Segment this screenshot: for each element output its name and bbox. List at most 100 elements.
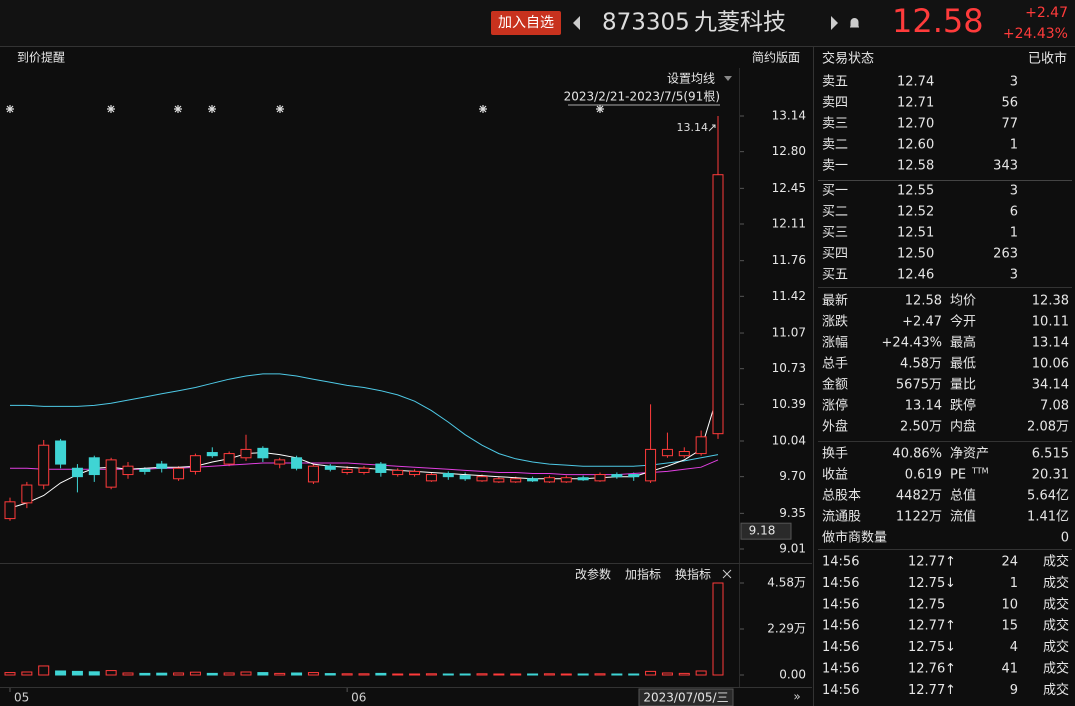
- volume-bar: [105, 670, 117, 676]
- book-price: 12.46: [897, 268, 934, 283]
- alert-bell[interactable]: [850, 18, 859, 28]
- book-label: 卖三: [822, 117, 848, 132]
- trade-arrow: ↑: [945, 683, 956, 698]
- stat-value: +24.43%: [882, 336, 942, 351]
- price-change-pct: +24.43%: [1003, 26, 1068, 42]
- trade-volume: 4: [1010, 640, 1018, 655]
- stat-label: 今开: [950, 314, 976, 330]
- close-indicator[interactable]: [722, 569, 732, 579]
- stat-label: 外盘: [822, 419, 848, 435]
- trade-volume: 41: [1001, 662, 1018, 677]
- stat-label: 金额: [822, 377, 848, 393]
- candle-body: [543, 477, 555, 483]
- cursor-price: 9.18: [749, 524, 776, 538]
- candle-body: [105, 459, 117, 488]
- stat-value: 2.50万: [900, 420, 942, 435]
- book-price: 12.58: [897, 159, 934, 174]
- book-volume: 3: [1010, 184, 1018, 199]
- scroll-end[interactable]: »: [793, 690, 800, 704]
- watch-button-label[interactable]: 加入自选: [498, 15, 554, 31]
- fund-value: 0: [1061, 531, 1069, 546]
- book-volume: 3: [1010, 268, 1018, 283]
- volume-bars: [4, 582, 724, 676]
- last-price: 12.58: [892, 2, 984, 40]
- trade-volume: 24: [1001, 555, 1018, 570]
- y-tick-label: 11.07: [772, 326, 806, 340]
- stat-label: 最高: [950, 335, 976, 351]
- volume-bar: [173, 672, 185, 676]
- stat-value: 2.08万: [1027, 420, 1069, 435]
- fund-value: 0.619: [905, 468, 942, 483]
- trade-price: 12.75: [908, 576, 945, 591]
- panel-separators: [818, 180, 1072, 550]
- prev-stock[interactable]: [573, 16, 580, 30]
- vol-tick-label: 0.00: [779, 668, 806, 682]
- volume-bar: [88, 671, 100, 676]
- book-price: 12.50: [897, 247, 934, 262]
- book-label: 卖四: [822, 96, 848, 111]
- candle-body: [712, 174, 724, 435]
- ma-dropdown[interactable]: [724, 76, 732, 81]
- y-tick-label: 10.04: [772, 434, 806, 448]
- y-tick-label: 12.80: [772, 144, 806, 158]
- fund-label: 换手: [822, 447, 848, 462]
- stat-value: 10.11: [1032, 315, 1069, 330]
- stat-value: 5675万: [896, 378, 942, 393]
- y-tick-label: 10.73: [772, 361, 806, 375]
- candle-body: [476, 476, 488, 482]
- stat-value: 12.58: [905, 294, 942, 309]
- fund-value: 4482万: [896, 489, 942, 504]
- trade-arrow: ↓: [945, 640, 956, 655]
- y-tick-label: 11.42: [772, 289, 806, 303]
- volume-bar: [122, 672, 134, 676]
- y-tick-label: 9.01: [779, 542, 806, 556]
- range-label[interactable]: 2023/2/21-2023/7/5(91根): [564, 90, 720, 104]
- volume-bar: [476, 673, 488, 676]
- trade-price: 12.77: [908, 619, 945, 634]
- indicator-button[interactable]: 换指标: [675, 567, 711, 582]
- trade-arrow: ↑: [945, 555, 956, 570]
- watch-button[interactable]: [491, 11, 561, 35]
- layout-toggle[interactable]: 简约版面: [752, 50, 800, 65]
- stat-label: 最新: [822, 293, 848, 309]
- volume-bar: [55, 670, 67, 676]
- x-tick-label: 06: [351, 691, 366, 705]
- fund-value: 6.515: [1032, 447, 1069, 462]
- candle-body: [324, 465, 336, 470]
- stat-label: 总手: [822, 357, 848, 372]
- price-change: +2.47: [1025, 5, 1068, 21]
- candle-body: [274, 459, 286, 465]
- volume-bar: [493, 673, 505, 676]
- volume-bar: [291, 672, 303, 676]
- fund-value: 1122万: [896, 510, 942, 525]
- trade-price: 12.75: [908, 597, 945, 612]
- volume-bar: [661, 672, 673, 676]
- indicator-button[interactable]: 加指标: [625, 567, 661, 582]
- candle-body: [493, 478, 505, 483]
- trade-time: 14:56: [822, 619, 859, 634]
- y-tick-label: 13.14: [772, 109, 806, 123]
- price-alert[interactable]: 到价提醒: [17, 50, 65, 65]
- volume-bar: [206, 672, 218, 676]
- trade-volume: 15: [1001, 619, 1018, 634]
- candle-body: [139, 468, 151, 472]
- volume-bar: [324, 673, 336, 676]
- volume-bar: [628, 673, 640, 676]
- ma-settings[interactable]: 设置均线: [667, 72, 715, 86]
- next-stock[interactable]: [831, 16, 838, 30]
- indicator-button[interactable]: 改参数: [575, 567, 611, 582]
- book-price: 12.51: [897, 226, 934, 241]
- book-volume: 343: [993, 159, 1018, 174]
- volume-bar: [257, 672, 269, 676]
- book-price: 12.60: [897, 138, 934, 153]
- trade-time: 14:56: [822, 662, 859, 677]
- stat-label: 跌停: [950, 398, 976, 414]
- trade-price: 12.76: [908, 662, 945, 677]
- stat-label: 涨停: [822, 398, 848, 414]
- y-tick-label: 9.35: [779, 506, 806, 520]
- candle-body: [695, 436, 707, 455]
- volume-bar: [425, 673, 437, 676]
- trade-status: 成交: [1043, 682, 1069, 698]
- volume-bar: [527, 673, 539, 676]
- fund-label: 总值: [950, 488, 976, 504]
